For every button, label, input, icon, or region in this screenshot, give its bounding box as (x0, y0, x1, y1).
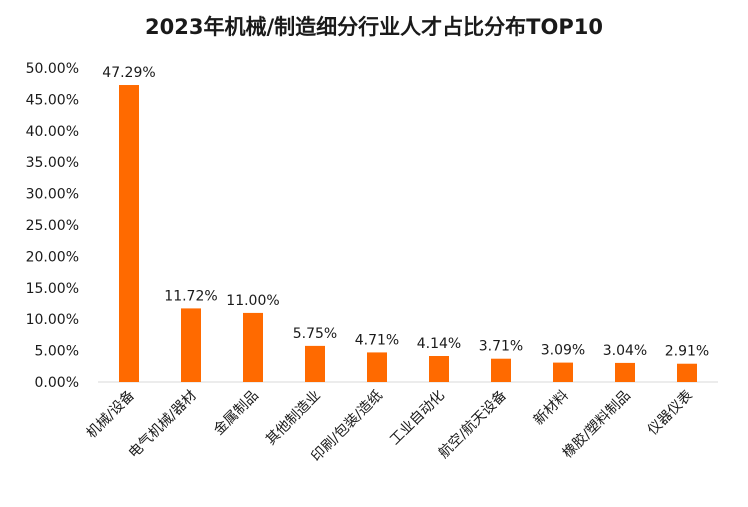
bar (491, 358, 511, 382)
category-label: 机械/设备 (83, 387, 138, 442)
data-label: 5.75% (293, 326, 337, 342)
category-label: 仪器仪表 (645, 388, 696, 439)
category-label: 新材料 (531, 388, 572, 429)
bar (181, 308, 201, 382)
data-labels-group: 47.29% 11.72% 11.00% 5.75% 4.71% 4.14% 3.71% 3.… (102, 65, 709, 360)
bar (553, 362, 573, 382)
bar (615, 362, 635, 382)
bar (429, 356, 449, 382)
data-label: 11.72% (164, 288, 217, 304)
y-tick-label: 15.00% (26, 281, 79, 297)
bar (677, 363, 697, 382)
y-tick-label: 35.00% (26, 155, 79, 171)
data-label: 4.71% (355, 332, 399, 348)
y-axis-ticks: 0.00% 5.00% 10.00% 15.00% 20.00% 25.00% 30.00%… (26, 61, 79, 391)
data-label: 3.71% (479, 339, 523, 355)
chart-title: 2023年机械/制造细分行业人才占比分布TOP10 (145, 15, 603, 39)
y-tick-label: 10.00% (26, 312, 79, 328)
data-label: 3.09% (541, 343, 585, 359)
category-label: 金属制品 (211, 388, 262, 439)
y-tick-label: 5.00% (35, 344, 79, 360)
data-label: 2.91% (665, 344, 709, 360)
y-tick-label: 30.00% (26, 187, 79, 203)
category-label: 其他制造业 (263, 388, 324, 449)
y-tick-label: 25.00% (26, 218, 79, 234)
bar (243, 312, 263, 382)
y-tick-label: 40.00% (26, 124, 79, 140)
category-label: 工业自动化 (387, 388, 448, 449)
data-label: 3.04% (603, 343, 647, 359)
data-label: 47.29% (102, 65, 155, 81)
y-tick-label: 45.00% (26, 92, 79, 108)
bars-group (119, 85, 697, 382)
bar (119, 85, 139, 382)
y-tick-label: 50.00% (26, 61, 79, 77)
y-tick-label: 20.00% (26, 249, 79, 265)
data-label: 4.14% (417, 336, 461, 352)
data-label: 11.00% (226, 293, 279, 309)
bar (367, 352, 387, 382)
bar (305, 345, 325, 382)
y-tick-label: 0.00% (35, 375, 79, 391)
